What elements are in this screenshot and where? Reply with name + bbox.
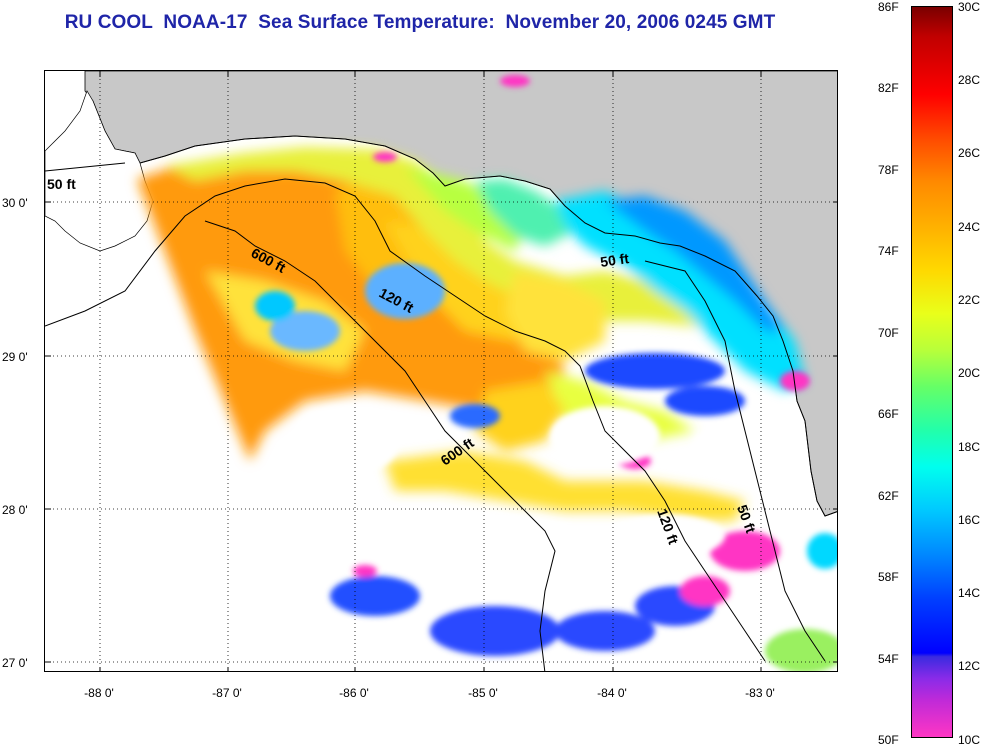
bathymetry-contours	[45, 162, 826, 671]
colorbar-c-20: 20C	[958, 366, 981, 380]
colorbar-c-18: 18C	[958, 440, 981, 454]
colorbar-f-66: 66F	[878, 407, 899, 421]
colorbar-f-82: 82F	[878, 81, 899, 95]
frame-ticks	[45, 71, 837, 671]
lat-label-29: 29 0'	[2, 350, 28, 364]
contour-label-50ft-west: 50 ft	[47, 176, 76, 192]
lon-label-86: -86 0'	[339, 686, 369, 700]
colorbar-f-54: 54F	[878, 652, 899, 666]
colorbar-c-10: 10C	[958, 733, 981, 747]
colorbar-f-50: 50F	[878, 733, 899, 747]
lat-label-30: 30 0'	[2, 196, 28, 210]
colorbar-c-30: 30C	[958, 0, 981, 14]
colorbar-f-58: 58F	[878, 570, 899, 584]
colorbar-c-22: 22C	[958, 293, 981, 307]
colorbar-c-16: 16C	[958, 513, 981, 527]
sst-cool-patches	[255, 75, 837, 671]
lon-label-87: -87 0'	[212, 686, 242, 700]
colorbar-f-86: 86F	[878, 0, 899, 14]
colorbar-c-14: 14C	[958, 586, 981, 600]
colorbar-f-62: 62F	[878, 489, 899, 503]
lon-label-85: -85 0'	[468, 686, 498, 700]
cloud-gaps	[290, 406, 780, 558]
lat-label-27: 27 0'	[2, 656, 28, 670]
colorbar-c-28: 28C	[958, 73, 981, 87]
grid-lines	[45, 71, 837, 671]
lat-label-28: 28 0'	[2, 503, 28, 517]
map-title: RU COOL NOAA-17 Sea Surface Temperature:…	[64, 12, 776, 33]
sst-map-canvas: 50 ft 600 ft 120 ft 50 ft 600 ft 120 ft …	[45, 71, 837, 671]
lon-label-83: -83 0'	[745, 686, 775, 700]
colorbar-c-26: 26C	[958, 146, 981, 160]
sst-map[interactable]: 50 ft 600 ft 120 ft 50 ft 600 ft 120 ft …	[44, 70, 838, 672]
lon-label-88: -88 0'	[84, 686, 114, 700]
coastline	[139, 135, 837, 517]
colorbar-c-24: 24C	[958, 220, 981, 234]
contour-label-50ft-east: 50 ft	[599, 250, 630, 270]
colorbar-f-78: 78F	[878, 163, 899, 177]
colorbar-c-12: 12C	[958, 659, 981, 673]
colorbar-f-74: 74F	[878, 244, 899, 258]
lon-label-84: -84 0'	[597, 686, 627, 700]
temperature-colorbar	[911, 6, 953, 738]
colorbar-f-70: 70F	[878, 326, 899, 340]
